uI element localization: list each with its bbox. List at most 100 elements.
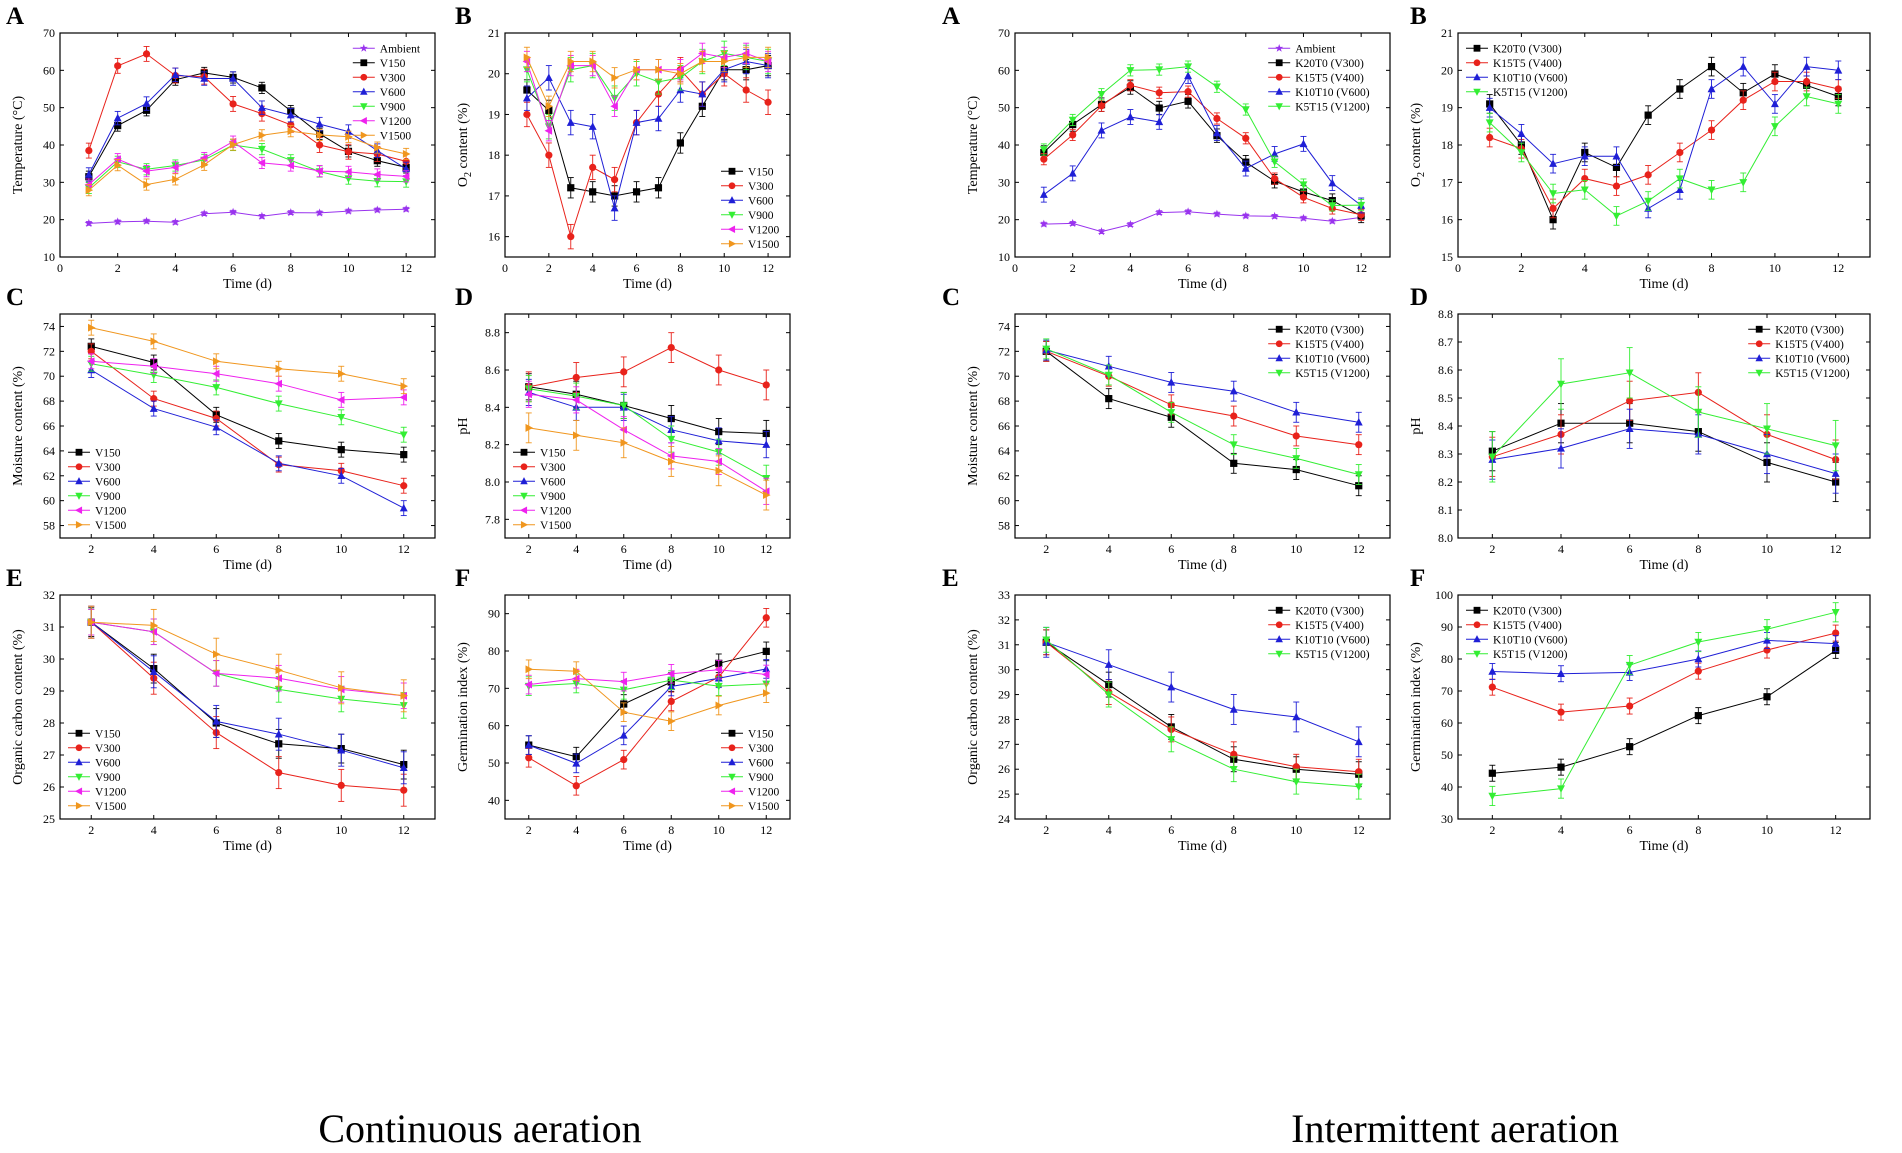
data-point: [286, 161, 295, 170]
legend-label: Ambient: [1295, 43, 1336, 55]
data-point: [1831, 469, 1840, 477]
series-v600: [524, 378, 771, 459]
series-line: [88, 130, 407, 191]
legend-label: K10T10 (V600): [1295, 87, 1370, 99]
series-v1200: [524, 380, 770, 505]
series-k5t15-v1200: [1488, 347, 1840, 483]
y-tick-label: 40: [1441, 780, 1453, 794]
legend-label: K15T5 (V400): [1493, 58, 1562, 70]
x-tick-label: 6: [1627, 823, 1633, 837]
data-point: [212, 414, 220, 423]
series-k15t5-v400: [1488, 372, 1840, 480]
legend-label: K5T15 (V1200): [1295, 101, 1370, 113]
legend-label: V1200: [95, 505, 127, 517]
x-tick-label: 2: [546, 261, 552, 275]
data-point: [1803, 77, 1811, 86]
series-line: [526, 60, 769, 211]
x-tick-label: 6: [621, 542, 627, 556]
series-v600: [87, 362, 408, 517]
y-tick-label: 80: [1441, 652, 1453, 666]
panel-letter: C: [942, 284, 960, 311]
legend-label: V1500: [380, 130, 412, 142]
series-line: [1046, 348, 1359, 475]
data-point: [1155, 104, 1163, 112]
series-line: [1492, 422, 1836, 483]
legend-label: V1500: [748, 801, 780, 813]
x-tick-label: 2: [88, 823, 94, 837]
y-tick-label: 60: [1441, 716, 1453, 730]
x-tick-label: 12: [1832, 261, 1844, 275]
series-v1200: [84, 135, 410, 191]
series-line: [526, 52, 769, 133]
series-v600: [84, 67, 411, 182]
series-line: [1046, 641, 1359, 743]
series-k5t15-v1200: [1485, 86, 1843, 226]
data-point: [1068, 116, 1077, 125]
data-point: [1292, 465, 1300, 474]
x-tick-label: 0: [1012, 261, 1018, 275]
y-tick-label: 70: [43, 26, 55, 40]
x-axis-label: Time (d): [623, 277, 672, 292]
legend-marker: [520, 492, 528, 500]
data-point: [1612, 212, 1621, 221]
data-point: [1612, 151, 1621, 160]
data-point: [1183, 207, 1193, 216]
data-point: [1184, 97, 1192, 105]
x-tick-label: 10: [1761, 823, 1773, 837]
series-line: [88, 141, 407, 185]
series-line: [88, 74, 407, 175]
data-point: [85, 147, 93, 155]
data-point: [150, 395, 158, 403]
data-point: [567, 233, 575, 241]
series-line: [526, 65, 769, 197]
data-point: [588, 122, 597, 130]
series-line: [526, 52, 769, 129]
data-point: [88, 323, 96, 332]
series-k5t15-v1200: [1488, 602, 1840, 807]
data-point: [1167, 409, 1176, 417]
data-point: [149, 627, 157, 636]
legend-marker: [360, 59, 368, 67]
data-point: [714, 665, 722, 674]
chart-cB: B 0 2 4 6 8 10 12 16 17 18 19 20 21 Time (d) O2 content…: [455, 3, 791, 292]
y-tick-label: 30: [998, 663, 1010, 677]
y-tick-label: 90: [1441, 620, 1453, 634]
legend-label: K20T0 (V300): [1493, 605, 1562, 617]
data-point: [619, 731, 628, 739]
legend-label: V600: [95, 476, 121, 488]
legend-marker: [1275, 369, 1283, 377]
data-point: [113, 217, 122, 226]
series-line: [91, 327, 404, 387]
data-point: [620, 368, 628, 376]
legend-marker: [359, 44, 368, 52]
x-tick-label: 6: [634, 261, 640, 275]
data-point: [229, 100, 237, 108]
data-point: [699, 57, 707, 66]
y-tick-label: 62: [998, 469, 1010, 483]
series-v150: [87, 607, 408, 780]
data-point: [566, 118, 575, 126]
series-line: [1045, 350, 1359, 487]
x-tick-label: 2: [115, 261, 121, 275]
x-tick-label: 4: [1558, 823, 1564, 837]
data-point: [1230, 412, 1238, 420]
data-point: [567, 57, 576, 66]
data-point: [632, 188, 641, 196]
data-point: [545, 151, 553, 159]
y-tick-label: 8.0: [1438, 531, 1453, 545]
data-point: [274, 379, 282, 388]
data-point: [1488, 792, 1497, 801]
legend-marker: [1275, 87, 1283, 95]
series-line: [528, 650, 767, 758]
y-tick-label: 18: [1441, 138, 1453, 152]
data-point: [344, 167, 352, 176]
data-point: [1707, 126, 1716, 134]
data-point: [229, 74, 238, 82]
data-point: [142, 216, 151, 225]
y-axis-label: Temperature (°C): [966, 96, 981, 195]
data-point: [399, 393, 407, 402]
x-tick-label: 10: [342, 261, 354, 275]
x-axis-label: Time (d): [1640, 277, 1689, 292]
x-tick-label: 12: [398, 823, 410, 837]
data-point: [715, 466, 724, 475]
